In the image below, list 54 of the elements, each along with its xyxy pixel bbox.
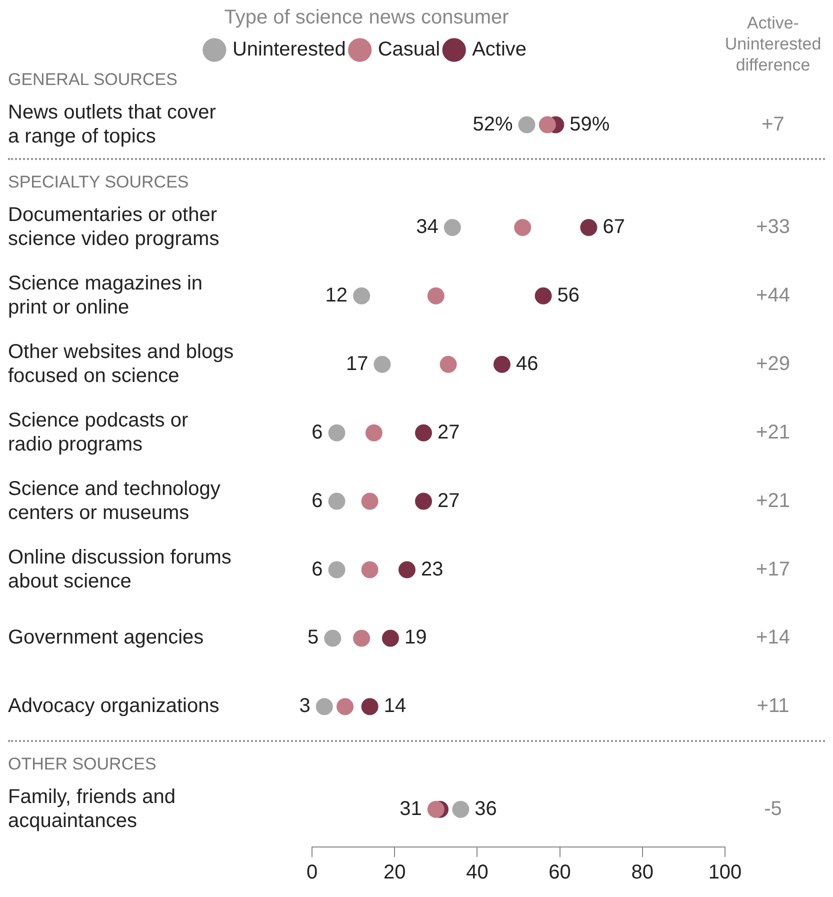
x-tick-label: 60 <box>548 862 571 884</box>
text: +7 <box>762 113 784 136</box>
data-label: 3 <box>299 695 310 718</box>
text: +11 <box>756 695 790 718</box>
x-tick-label: 80 <box>631 862 654 884</box>
y-tick-label: News outlets that cover a range of topics <box>8 101 216 148</box>
data-label: 14 <box>384 695 406 718</box>
legend-label: Casual <box>378 38 440 61</box>
legend-title: Type of science news consumer <box>224 6 510 29</box>
text: +21 <box>756 490 790 512</box>
y-tick-label: Science magazines in print or online <box>8 272 203 318</box>
text: +44 <box>756 284 790 306</box>
y-tick-label: Family, friends and acquaintances <box>8 786 176 832</box>
y-tick-label: Science and technology centers or museums <box>8 478 220 524</box>
annotation: Active-Uninterested difference <box>724 14 822 75</box>
text: +14 <box>756 626 790 649</box>
y-tick-label: Other websites and blogs focused on science <box>8 340 234 387</box>
x-tick-label: 0 <box>306 862 318 884</box>
x-tick-label: 100 <box>708 862 742 884</box>
data-label: 27 <box>438 490 460 512</box>
legend-label: Active <box>472 38 527 61</box>
data-label: 17 <box>346 352 368 375</box>
x-tick-label: 20 <box>383 862 406 884</box>
text: +33 <box>756 216 790 238</box>
data-label: 52% <box>472 113 513 136</box>
data-label: 59% <box>570 113 610 136</box>
data-label: 34 <box>416 216 438 238</box>
legend-label: Uninterested <box>232 38 346 61</box>
y-tick-label: Advocacy organizations <box>8 695 220 718</box>
y-tick-label: Science podcasts or radio programs <box>8 409 188 456</box>
y-tick-label: Online discussion forums about science <box>8 546 232 592</box>
data-label: 6 <box>312 490 323 512</box>
data-label: 67 <box>602 216 625 238</box>
data-label: 23 <box>420 558 444 580</box>
data-label: 6 <box>312 421 323 444</box>
y-tick-label: Government agencies <box>8 626 204 649</box>
data-label: 19 <box>404 626 427 649</box>
data-label: 6 <box>312 558 323 580</box>
text: +17 <box>756 558 790 580</box>
y-tick-label: SPECIALTY SOURCES <box>8 172 189 192</box>
y-tick-label: Documentaries or other science video programs <box>8 204 220 250</box>
data-label: 46 <box>516 352 538 375</box>
y-tick-label: OTHER SOURCES <box>8 754 156 774</box>
data-label: 31 <box>400 798 422 820</box>
text: +21 <box>756 421 790 444</box>
data-label: 36 <box>474 798 497 820</box>
data-label: 27 <box>438 421 460 444</box>
data-label: 12 <box>325 284 348 306</box>
data-label: 56 <box>557 284 580 306</box>
x-tick-label: 40 <box>466 862 488 884</box>
data-label: 5 <box>308 626 319 649</box>
text: -5 <box>764 798 782 820</box>
y-tick-label: GENERAL SOURCES <box>8 70 178 89</box>
text: +29 <box>756 352 790 375</box>
